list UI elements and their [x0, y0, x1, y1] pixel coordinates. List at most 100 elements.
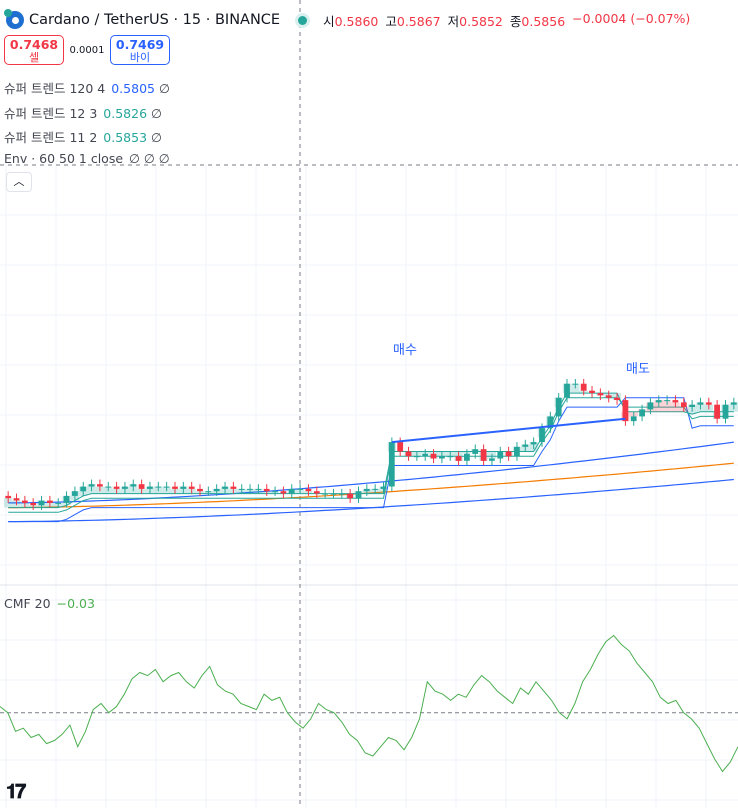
market-open-icon — [298, 15, 308, 25]
candle-body — [263, 488, 270, 492]
candle-body — [197, 488, 203, 492]
candle-body — [155, 486, 162, 488]
sell-button[interactable]: 0.7468 셀 — [4, 35, 64, 65]
candle-body — [622, 400, 629, 422]
buy-button[interactable]: 0.7469 바이 — [110, 35, 170, 65]
candle-body — [322, 493, 328, 495]
indicator-value: 0.5853 — [103, 130, 148, 145]
candle-body — [722, 404, 729, 419]
candle-body — [489, 458, 495, 461]
candle-body — [105, 486, 112, 488]
supertrend-fill — [671, 402, 680, 412]
indicator-extra: ∅ — [151, 106, 162, 121]
candle-body — [47, 500, 53, 503]
candle-body — [522, 444, 529, 447]
candle-body — [205, 491, 212, 493]
candle-body — [247, 488, 253, 490]
candle-body — [530, 442, 537, 445]
change-value: −0.0004 (−0.07%) — [572, 10, 691, 26]
cmf-legend[interactable]: CMF 20 −0.03 — [4, 596, 95, 611]
candle-body — [72, 491, 78, 496]
indicator-extra: ∅ — [151, 130, 162, 145]
trend-line — [391, 417, 626, 444]
candle-body — [288, 488, 295, 494]
candle-body — [730, 402, 737, 405]
candle-body — [172, 486, 178, 489]
supertrend-11-line — [8, 392, 734, 509]
candle-body — [572, 383, 579, 385]
indicator-supertrend-11[interactable]: 슈퍼 트렌드 11 2 0.5853 ∅ — [4, 127, 162, 146]
candle-body — [414, 456, 420, 458]
candle-body — [564, 383, 570, 398]
candle-body — [555, 397, 562, 417]
candle-body — [397, 442, 404, 452]
candle-body — [30, 502, 37, 506]
candle-body — [347, 493, 353, 499]
envelope-upper-line — [8, 441, 734, 504]
candle-body — [647, 402, 654, 410]
candle-body — [188, 486, 195, 489]
candle-body — [280, 491, 287, 494]
high-value: 0.5867 — [396, 13, 441, 29]
buy-price: 0.7469 — [115, 37, 165, 52]
sell-label: 셀 — [28, 51, 40, 64]
candle-body — [380, 486, 387, 489]
candle-body — [680, 402, 687, 408]
sell-signal-label: 매도 — [626, 362, 650, 377]
open-value: 0.5860 — [334, 13, 379, 29]
indicator-supertrend-12[interactable]: 슈퍼 트렌드 12 3 0.5826 ∅ — [4, 103, 162, 122]
buy-label: 바이 — [129, 51, 151, 64]
candle-body — [363, 488, 370, 492]
indicator-value: ∅ ∅ ∅ — [129, 151, 170, 166]
candle-body — [655, 400, 662, 403]
candle-body — [180, 486, 187, 489]
candle-body — [605, 395, 612, 398]
indicator-supertrend-120[interactable]: 슈퍼 트렌드 120 4 0.5805 ∅ — [4, 78, 170, 97]
candle-body — [630, 416, 637, 422]
collapse-indicators-button[interactable]: ︿ — [6, 172, 32, 192]
candle-body — [472, 449, 479, 454]
candle-body — [705, 402, 712, 405]
candle-body — [147, 486, 153, 489]
candle-body — [138, 484, 145, 489]
candle-body — [88, 484, 95, 487]
candle-body — [113, 486, 120, 489]
candle-body — [547, 416, 554, 429]
candle-body — [689, 404, 695, 407]
candle-body — [305, 488, 312, 492]
candle-body — [21, 500, 28, 503]
supertrend-fill — [662, 400, 672, 412]
candle-body — [430, 453, 437, 459]
close-label: 종 — [509, 13, 522, 29]
symbol-title[interactable]: Cardano / TetherUS · 15 · BINANCE — [29, 12, 281, 28]
candle-body — [130, 484, 137, 487]
candle-body — [97, 484, 103, 487]
cmf-value: −0.03 — [56, 596, 95, 611]
chevron-up-icon: ︿ — [13, 175, 25, 188]
high-label: 고 — [385, 13, 397, 29]
candle-body — [297, 488, 303, 490]
candle-body — [13, 498, 20, 501]
candle-body — [330, 493, 337, 495]
indicator-extra: ∅ — [158, 81, 170, 96]
supertrend-120-line — [8, 397, 734, 523]
low-value: 0.5852 — [459, 13, 503, 29]
indicator-value: 0.5826 — [103, 106, 148, 121]
low-label: 저 — [447, 13, 460, 29]
candle-body — [255, 488, 262, 490]
candle-body — [313, 491, 320, 494]
candle-body — [697, 402, 704, 405]
indicator-name: 슈퍼 트렌드 120 4 — [4, 81, 106, 96]
candle-body — [672, 400, 679, 403]
candle-body — [222, 486, 228, 489]
candle-body — [639, 409, 645, 417]
candle-body — [213, 488, 220, 492]
candle-body — [539, 428, 545, 443]
indicator-envelope[interactable]: Env · 60 50 1 close ∅ ∅ ∅ — [4, 151, 170, 166]
candle-body — [5, 495, 12, 499]
sell-price: 0.7468 — [9, 37, 59, 52]
candle-body — [372, 488, 379, 490]
candle-body — [514, 446, 520, 457]
buy-signal-label: 매수 — [393, 343, 417, 358]
